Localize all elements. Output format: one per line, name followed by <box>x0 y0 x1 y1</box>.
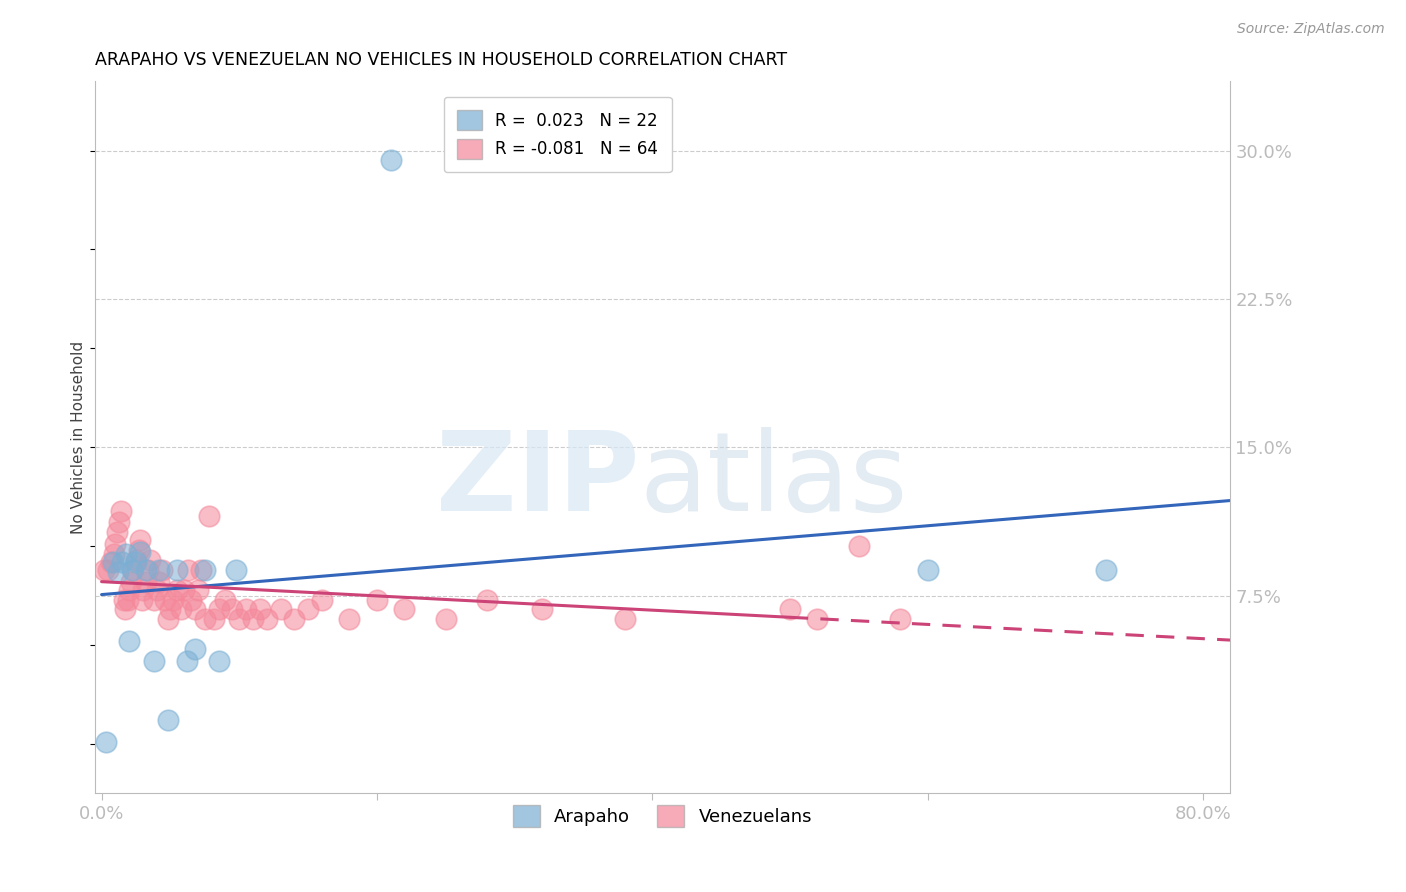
Point <box>129 545 152 559</box>
Point <box>118 634 141 648</box>
Point <box>132 582 155 597</box>
Point <box>270 602 292 616</box>
Point <box>889 612 911 626</box>
Point <box>366 592 388 607</box>
Point <box>107 565 129 579</box>
Point <box>97 563 120 577</box>
Text: ARAPAHO VS VENEZUELAN NO VEHICLES IN HOUSEHOLD CORRELATION CHART: ARAPAHO VS VENEZUELAN NO VEHICLES IN HOU… <box>94 51 787 69</box>
Point <box>779 602 801 616</box>
Point <box>120 574 142 589</box>
Point <box>235 602 257 616</box>
Point <box>112 592 135 607</box>
Point <box>150 563 173 577</box>
Point <box>93 563 115 577</box>
Point <box>380 153 402 168</box>
Point <box>190 563 212 577</box>
Point <box>613 612 636 626</box>
Point <box>100 555 122 569</box>
Point <box>114 602 136 616</box>
Point <box>806 612 828 626</box>
Point <box>103 547 125 561</box>
Point <box>94 735 117 749</box>
Point <box>173 582 195 597</box>
Text: atlas: atlas <box>640 426 908 533</box>
Point <box>122 563 145 577</box>
Point <box>121 563 143 577</box>
Point <box>145 582 167 597</box>
Point <box>105 525 128 540</box>
Point <box>111 555 134 569</box>
Point <box>917 563 939 577</box>
Point <box>221 602 243 616</box>
Point <box>142 654 165 668</box>
Point <box>176 654 198 668</box>
Point <box>156 713 179 727</box>
Point <box>204 612 226 626</box>
Point <box>128 543 150 558</box>
Point <box>225 563 247 577</box>
Point <box>1095 563 1118 577</box>
Point <box>249 602 271 616</box>
Point <box>256 612 278 626</box>
Point <box>135 563 157 577</box>
Point <box>148 574 170 589</box>
Legend: Arapaho, Venezuelans: Arapaho, Venezuelans <box>506 797 820 834</box>
Point <box>214 592 236 607</box>
Text: Source: ZipAtlas.com: Source: ZipAtlas.com <box>1237 22 1385 37</box>
Point <box>117 592 139 607</box>
Point <box>194 612 217 626</box>
Point <box>187 582 209 597</box>
Point <box>104 537 127 551</box>
Point <box>138 563 160 577</box>
Point <box>337 612 360 626</box>
Point <box>475 592 498 607</box>
Point <box>180 592 202 607</box>
Point <box>434 612 457 626</box>
Point <box>131 592 153 607</box>
Point <box>297 602 319 616</box>
Point <box>139 553 162 567</box>
Point <box>153 592 176 607</box>
Text: ZIP: ZIP <box>436 426 640 533</box>
Point <box>311 592 333 607</box>
Point <box>228 612 250 626</box>
Point <box>242 612 264 626</box>
Y-axis label: No Vehicles in Household: No Vehicles in Household <box>72 341 86 534</box>
Point <box>207 602 229 616</box>
Point <box>101 555 124 569</box>
Point <box>177 563 200 577</box>
Point <box>125 555 148 569</box>
Point <box>166 582 188 597</box>
Point <box>531 602 554 616</box>
Point <box>110 503 132 517</box>
Point <box>198 509 221 524</box>
Point <box>170 602 193 616</box>
Point <box>118 582 141 597</box>
Point <box>848 539 870 553</box>
Point <box>194 563 217 577</box>
Point <box>142 592 165 607</box>
Point <box>148 563 170 577</box>
Point <box>159 602 181 616</box>
Point <box>166 563 188 577</box>
Point <box>184 602 207 616</box>
Point <box>108 516 131 530</box>
Point <box>207 654 229 668</box>
Point <box>129 533 152 548</box>
Point <box>135 574 157 589</box>
Point <box>156 612 179 626</box>
Point <box>283 612 305 626</box>
Point <box>184 642 207 657</box>
Point <box>125 553 148 567</box>
Point <box>394 602 416 616</box>
Point <box>115 547 138 561</box>
Point <box>162 592 184 607</box>
